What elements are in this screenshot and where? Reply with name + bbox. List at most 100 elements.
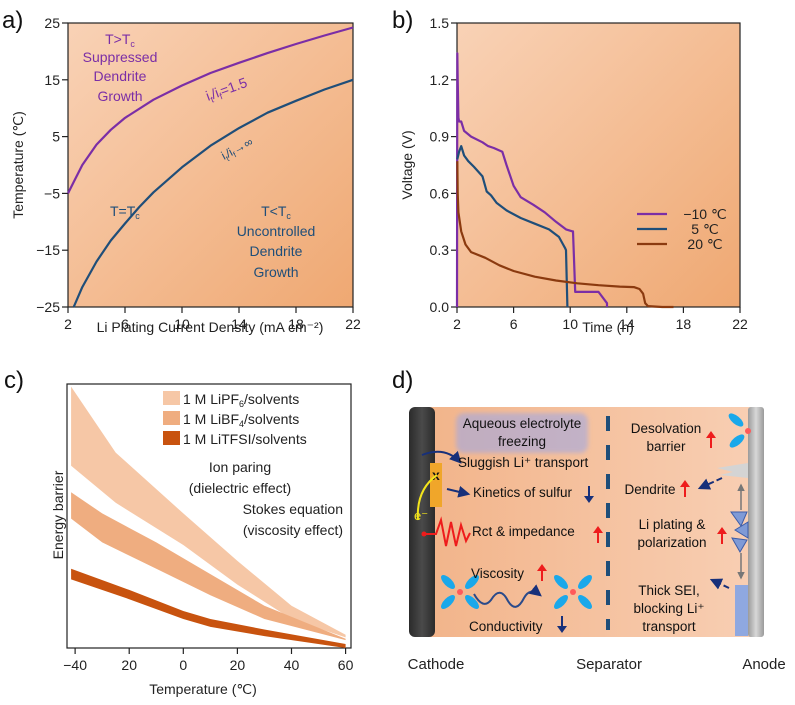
annot-part: /i [223, 145, 235, 160]
panel-c-axes: −40 20 0 20 40 60 [63, 648, 354, 673]
ion-migration-wave [473, 584, 542, 608]
legend-swatch [163, 431, 180, 445]
y-tick-label: −25 [36, 299, 60, 315]
panel-d: d) Aqueous electrolyte freezing Sluggish… [392, 367, 786, 673]
y-tick-label: 5 [52, 129, 60, 145]
x-tick-label: 40 [284, 657, 300, 673]
legend-label: 1 M LiPF6/solvents [183, 391, 299, 409]
solvent-molecule [465, 575, 479, 589]
legend-label: 5 ℃ [691, 221, 718, 237]
y-tick-label: 0.0 [430, 299, 450, 315]
legend-subscript: 4 [239, 419, 244, 429]
panel-a-axes: 2 6 10 14 18 22 25 15 5 −5 −15 −25 [36, 15, 361, 332]
annot-part: i [219, 149, 228, 163]
svg-text:T<Tc: T<Tc [261, 203, 291, 221]
x-tick-label: 6 [510, 316, 518, 332]
series-line-2 [456, 161, 674, 309]
y-tick-label: 0.9 [430, 129, 450, 145]
panel-b-axes: 2 6 10 14 18 22 1.5 1.2 0.9 0.6 0.3 0.0 [430, 15, 748, 332]
solvent-molecule [578, 575, 592, 589]
anode-label: Anode [742, 656, 785, 673]
legend-text: /solvents [244, 411, 299, 427]
annotation-suppressed-region: T>Tc Suppressed Dendrite Growth [83, 31, 158, 104]
cathode-electrode [409, 407, 435, 637]
viscosity-label: Viscosity [471, 566, 524, 581]
y-tick-label: 1.5 [430, 15, 450, 31]
panel-b: b) 2 6 10 14 18 22 1.5 1.2 0.9 0.6 0.3 0.0 Voltage … [392, 7, 748, 335]
annot-sub: c [135, 211, 140, 221]
anode-electrode [748, 407, 764, 637]
lithium-ion [457, 589, 463, 595]
sluggish-transport-label: Sluggish Li⁺ transport [458, 455, 588, 470]
x-tick-label: 14 [231, 316, 247, 332]
annotation-stokes-equation: Stokes equation [243, 501, 343, 517]
impedance-zigzag-icon [424, 516, 471, 547]
legend-subscript: 6 [239, 399, 244, 409]
viscosity-up-arrow-icon [537, 564, 547, 581]
rct-up-arrow-icon [593, 526, 603, 543]
x-tick-label: 10 [174, 316, 190, 332]
panel-c-xlabel: Temperature (℃) [149, 681, 257, 697]
solvated-ion-icon [554, 575, 592, 609]
x-tick-label: 22 [732, 316, 748, 332]
panel-a-plot-area [67, 22, 354, 308]
panel-b-ylabel: Voltage (V) [399, 130, 415, 199]
panel-b-xlabel: Time (h) [582, 319, 634, 335]
panel-c-label: c) [4, 367, 24, 394]
annot-part: T<T [261, 203, 287, 219]
annot-part: i [204, 88, 212, 104]
legend-swatch [163, 411, 180, 425]
annotation-critical-temperature: T=Tc [110, 203, 140, 221]
plating-label-line1: Li plating & [639, 517, 706, 532]
diagram-title-line2: freezing [498, 434, 546, 449]
legend-label: −10 ℃ [683, 206, 726, 222]
annot-sub: f [232, 150, 239, 159]
panel-c-bands [71, 386, 346, 648]
panel-b-lines [455, 52, 674, 309]
plating-up-arrow-icon [717, 527, 727, 544]
annot-sub: c [286, 211, 291, 221]
y-tick-label: 1.2 [430, 72, 450, 88]
y-tick-label: 0.6 [430, 185, 450, 201]
x-tick-label: 10 [562, 316, 578, 332]
x-tick-label: 2 [64, 316, 72, 332]
lithium-ion [570, 589, 576, 595]
legend-text: /solvents [244, 391, 299, 407]
panel-c-ylabel: Energy barrier [50, 470, 66, 559]
solvent-molecule [441, 595, 455, 609]
annot-text: Growth [253, 264, 298, 280]
separator-label: Separator [576, 656, 642, 673]
legend-text: 1 M LiBF [183, 411, 239, 427]
sulfur-block [430, 463, 442, 507]
annotation-ratio-1-5: it/if=1.5 [204, 74, 251, 106]
annot-text: Growth [97, 88, 142, 104]
panel-a-xlabel: Li Plating Current Density (mA cm⁻²) [97, 319, 324, 335]
panel-a-ylabel: Temperature (℃) [10, 111, 26, 219]
annot-sub: f [218, 91, 224, 101]
panel-a-label: a) [2, 7, 23, 34]
x-tick-label: 14 [619, 316, 635, 332]
annot-text: Dendrite [250, 243, 303, 259]
title-glow [456, 413, 588, 453]
panel-b-label: b) [392, 7, 413, 34]
sei-arrow [709, 578, 730, 590]
solvent-molecule [554, 575, 568, 589]
annot-sub: t [224, 154, 231, 163]
impedance-dot [421, 531, 427, 537]
annot-subscript: c [130, 39, 135, 49]
x-tick-label: 60 [338, 657, 354, 673]
annotation-viscosity-effect: (viscosity effect) [243, 522, 343, 538]
rct-label: Rct & impedance [472, 524, 575, 539]
x-tick-label: 6 [121, 316, 129, 332]
sei-layer [735, 585, 748, 636]
panel-b-legend: −10 ℃5 ℃20 ℃ [637, 206, 727, 252]
sei-label-line2: blocking Li⁺ [634, 601, 705, 616]
plating-label-line2: polarization [637, 535, 706, 550]
sluggish-transport-arrow [421, 450, 462, 464]
annot-text: Suppressed [83, 49, 158, 65]
panel-b-plot-area [456, 22, 741, 308]
series-line-1 [72, 78, 354, 308]
panel-a-lines [67, 26, 354, 308]
desolvation-label-line2: barrier [646, 439, 686, 454]
desolvation-label-line1: Desolvation [631, 421, 702, 436]
